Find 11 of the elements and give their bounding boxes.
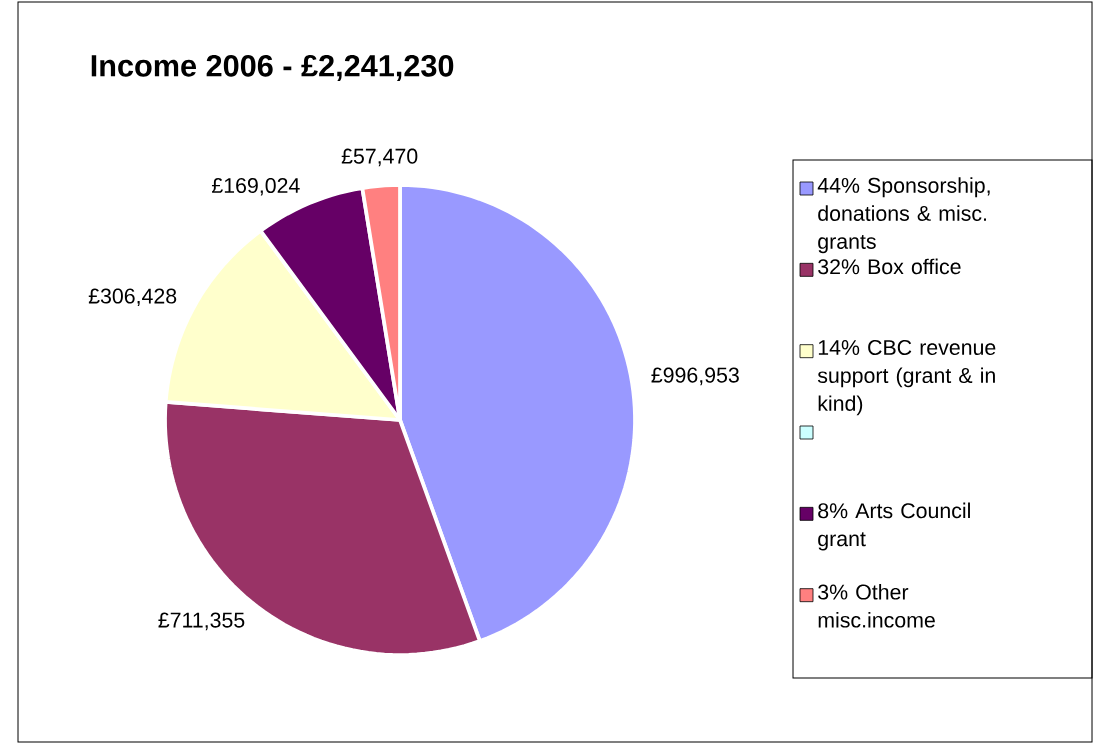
legend-label: 14% CBC revenue support (grant & in kind) <box>817 339 996 416</box>
legend-label: 32% Box office <box>818 258 961 275</box>
data-label: £996,953 <box>651 367 739 386</box>
chart-title: Income 2006 - £2,241,230 <box>91 54 454 82</box>
legend-label: 3% Other misc.income <box>818 583 935 628</box>
data-label: £169,024 <box>211 177 300 196</box>
data-label: £306,428 <box>88 288 177 307</box>
data-label: £57,470 <box>341 148 418 167</box>
legend-label: 44% Sponsorship, donations & misc. grants <box>817 177 990 254</box>
legend-label: 8% Arts Council grant <box>818 502 970 551</box>
data-label: £711,355 <box>158 612 245 631</box>
